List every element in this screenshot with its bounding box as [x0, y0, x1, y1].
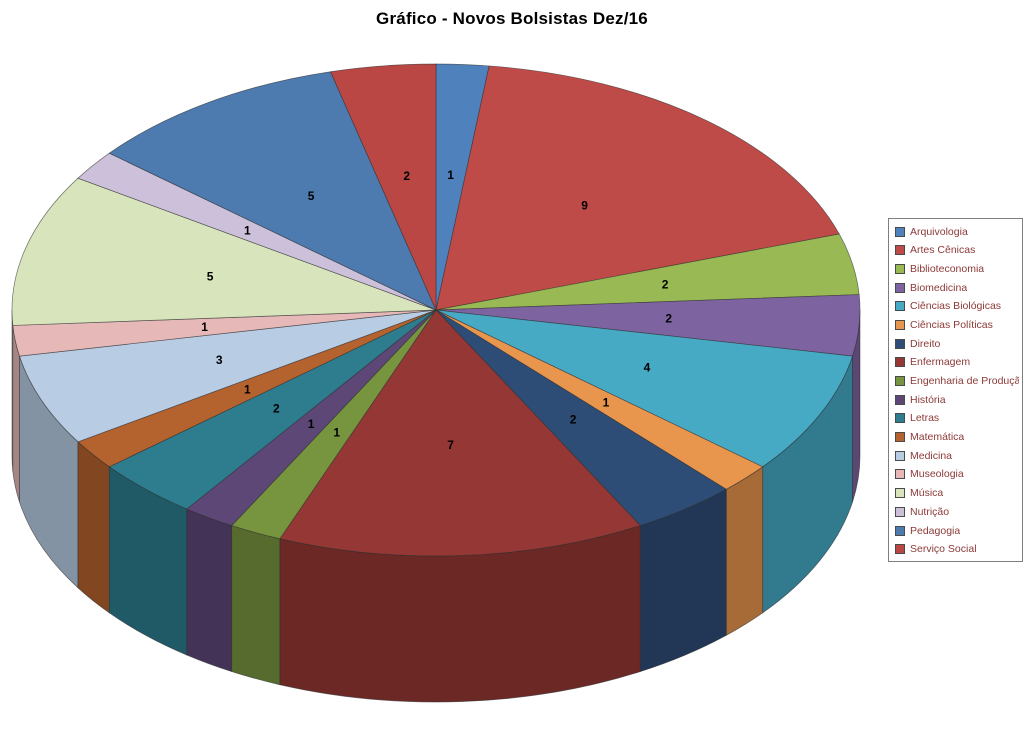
data-label-pedagogia: 5: [308, 189, 315, 203]
legend-label-historia: História: [910, 393, 946, 406]
legend-label-engenharia-de-producao: Engenharia de Produção: [910, 375, 1019, 387]
legend-swatch-arquivologia: [895, 226, 905, 237]
legend-item-musica: Música: [895, 487, 1019, 500]
pie-slice-pedagogia: [108, 71, 437, 311]
legend-swatch-servico-social: [895, 544, 905, 555]
legend-swatch-letras: [895, 413, 905, 424]
legend-item-letras: Letras: [895, 412, 1019, 425]
legend-swatch-biblioteconomia: [895, 263, 905, 274]
chart-legend: Arquivologia Artes Cênicas Biblioteconomia…: [888, 218, 1023, 562]
legend-item-nutricao: Nutrição: [895, 505, 1019, 518]
data-label-arquivologia: 1: [447, 168, 454, 182]
data-label-servico-social: 2: [403, 169, 410, 183]
legend-swatch-medicina: [895, 450, 905, 461]
data-label-matematica: 1: [244, 383, 251, 397]
legend-item-ciencias-biologicas: Ciências Biológicas: [895, 300, 1019, 313]
data-label-engenharia-de-producao: 1: [333, 425, 340, 439]
legend-item-medicina: Medicina: [895, 449, 1019, 462]
data-label-ciencias-politicas: 1: [603, 396, 610, 410]
legend-label-letras: Letras: [910, 412, 940, 425]
data-label-direito: 2: [570, 412, 577, 426]
legend-label-servico-social: Serviço Social: [910, 543, 977, 556]
data-label-biblioteconomia: 2: [662, 278, 669, 292]
pie-slice-medicina: [19, 309, 437, 443]
pie-side-historia: [186, 508, 233, 673]
legend-item-museologia: Museologia: [895, 468, 1019, 481]
legend-item-ciencias-politicas: Ciências Políticas: [895, 318, 1019, 331]
legend-swatch-nutricao: [895, 506, 905, 517]
legend-swatch-matematica: [895, 432, 905, 443]
legend-item-enfermagem: Enfermagem: [895, 356, 1019, 369]
legend-label-pedagogia: Pedagogia: [910, 524, 961, 537]
legend-swatch-enfermagem: [895, 357, 905, 368]
pie-slice-artes-cenicas: [435, 65, 840, 311]
chart-title: Gráfico - Novos Bolsistas Dez/16: [376, 9, 648, 28]
legend-swatch-biomedicina: [895, 282, 905, 293]
legend-label-musica: Música: [910, 487, 944, 500]
legend-item-matematica: Matemática: [895, 431, 1019, 444]
legend-item-arquivologia: Arquivologia: [895, 225, 1019, 238]
legend-item-servico-social: Serviço Social: [895, 543, 1019, 556]
data-label-museologia: 1: [201, 320, 208, 334]
legend-item-biomedicina: Biomedicina: [895, 281, 1019, 294]
data-label-ciencias-biologicas: 4: [644, 361, 651, 375]
legend-label-direito: Direito: [910, 337, 941, 350]
legend-label-biblioteconomia: Biblioteconomia: [910, 262, 985, 275]
legend-label-biomedicina: Biomedicina: [910, 281, 968, 294]
legend-label-ciencias-biologicas: Ciências Biológicas: [910, 300, 1002, 313]
legend-label-nutricao: Nutrição: [910, 505, 950, 518]
legend-label-museologia: Museologia: [910, 468, 964, 481]
data-label-biomedicina: 2: [665, 311, 672, 325]
data-label-enfermagem: 7: [447, 438, 454, 452]
legend-label-medicina: Medicina: [910, 449, 953, 462]
data-label-nutricao: 1: [244, 223, 251, 237]
legend-label-artes-cenicas: Artes Cênicas: [910, 244, 976, 257]
data-label-letras: 2: [273, 402, 280, 416]
legend-swatch-pedagogia: [895, 525, 905, 536]
pie-slice-ciencias-biologicas: [435, 309, 853, 468]
legend-swatch-direito: [895, 338, 905, 349]
pie-side-matematica: [77, 441, 110, 614]
data-label-medicina: 3: [216, 353, 223, 367]
legend-label-enfermagem: Enfermagem: [910, 356, 971, 369]
legend-item-historia: História: [895, 393, 1019, 406]
legend-swatch-ciencias-politicas: [895, 319, 905, 330]
legend-item-direito: Direito: [895, 337, 1019, 350]
legend-swatch-historia: [895, 394, 905, 405]
legend-swatch-ciencias-biologicas: [895, 301, 905, 312]
legend-item-engenharia-de-producao: Engenharia de Produção: [895, 375, 1019, 388]
data-label-musica: 5: [207, 269, 214, 283]
legend-swatch-artes-cenicas: [895, 245, 905, 256]
legend-swatch-engenharia-de-producao: [895, 376, 905, 386]
legend-label-ciencias-politicas: Ciências Políticas: [910, 318, 993, 331]
pie-slice-servico-social: [330, 63, 437, 311]
data-label-historia: 1: [308, 417, 315, 431]
pie-side-engenharia-de-producao: [231, 525, 281, 686]
legend-label-arquivologia: Arquivologia: [910, 225, 968, 238]
pie-slice-musica: [11, 177, 437, 326]
legend-item-pedagogia: Pedagogia: [895, 524, 1019, 537]
legend-item-artes-cenicas: Artes Cênicas: [895, 244, 1019, 257]
legend-item-biblioteconomia: Biblioteconomia: [895, 262, 1019, 275]
legend-swatch-musica: [895, 488, 905, 499]
legend-label-matematica: Matemática: [910, 431, 965, 444]
data-label-artes-cenicas: 9: [581, 199, 588, 213]
pie-side-ciencias-politicas: [725, 466, 764, 636]
pie-slice-enfermagem: [279, 309, 641, 557]
legend-swatch-museologia: [895, 469, 905, 480]
